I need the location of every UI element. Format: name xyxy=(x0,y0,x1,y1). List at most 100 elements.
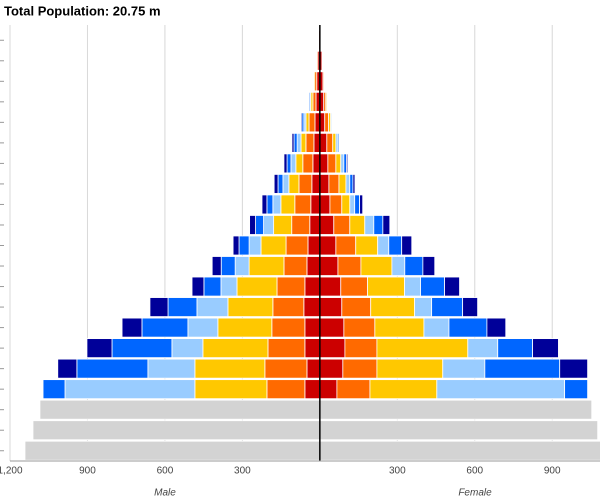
bar-segment xyxy=(86,338,113,359)
bar-segment xyxy=(236,276,278,297)
bar-segment xyxy=(280,194,296,215)
bar-segment xyxy=(283,153,288,174)
bar-segment xyxy=(327,153,337,174)
bar-segment xyxy=(255,215,264,235)
bar-segment xyxy=(335,153,342,174)
x-tick-label: 300 xyxy=(234,466,251,477)
bar-segment xyxy=(238,235,250,256)
bar-segment xyxy=(304,317,321,338)
bar-segment xyxy=(336,379,371,400)
bar-segment xyxy=(288,174,300,194)
bar-segment xyxy=(319,338,346,359)
bar-segment xyxy=(422,256,436,276)
bar-segment xyxy=(24,440,321,461)
x-tick-label: 600 xyxy=(157,466,174,477)
bar-segment xyxy=(300,132,307,153)
bar-segment xyxy=(374,317,425,338)
bar-segment xyxy=(313,132,321,153)
bar-segment xyxy=(291,215,311,235)
bar-segment xyxy=(187,317,219,338)
bar-segment xyxy=(319,440,600,461)
bar-segment xyxy=(404,276,421,297)
bar-segment xyxy=(343,317,376,338)
bar-segment xyxy=(355,235,379,256)
bar-segment xyxy=(308,112,316,133)
bar-segment xyxy=(220,276,238,297)
bar-segment xyxy=(217,317,273,338)
bar-segment xyxy=(319,379,338,400)
bar-segment xyxy=(261,194,268,215)
bar-segment xyxy=(532,338,559,359)
bar-segment xyxy=(319,235,337,256)
bar-segment xyxy=(276,276,306,297)
bar-segment xyxy=(271,317,306,338)
bar-segment xyxy=(304,276,321,297)
bar-segment xyxy=(232,235,240,256)
bar-segment xyxy=(321,50,323,71)
bar-segment xyxy=(293,132,298,153)
bar-segment xyxy=(121,317,143,338)
bar-segment xyxy=(267,338,306,359)
bar-segment xyxy=(191,276,205,297)
bar-segment xyxy=(346,153,349,174)
bar-segment xyxy=(497,338,534,359)
bar-segment xyxy=(307,235,321,256)
bar-segment xyxy=(203,276,222,297)
bar-segment xyxy=(234,256,250,276)
bar-segment xyxy=(340,276,369,297)
bar-segment xyxy=(359,194,364,215)
bar-segment xyxy=(340,153,345,174)
x-tick-label: 900 xyxy=(544,466,561,477)
bar-segment xyxy=(42,379,66,400)
bar-segment xyxy=(310,194,321,215)
bar-segment xyxy=(376,338,469,359)
bar-segment xyxy=(313,71,316,92)
bar-segment xyxy=(328,174,340,194)
bar-segment xyxy=(345,174,351,194)
female-label: Female xyxy=(458,488,492,499)
bar-segment xyxy=(220,256,236,276)
bar-segment xyxy=(329,194,343,215)
bar-segment xyxy=(341,194,351,215)
bar-segment xyxy=(388,235,403,256)
bar-segment xyxy=(352,174,356,194)
bar-segment xyxy=(263,215,275,235)
bar-segment xyxy=(323,71,325,92)
bar-segment xyxy=(311,174,321,194)
bar-segment xyxy=(341,297,372,317)
bar-segment xyxy=(111,338,173,359)
bar-segment xyxy=(319,215,335,235)
bar-segment xyxy=(319,399,593,420)
bar-segment xyxy=(332,132,337,153)
bar-segment xyxy=(286,153,292,174)
male-label: Male xyxy=(154,488,176,499)
bar-segment xyxy=(294,194,312,215)
bar-segment xyxy=(367,276,405,297)
bar-segment xyxy=(414,297,433,317)
x-tick-label: 600 xyxy=(466,466,483,477)
bar-segment xyxy=(32,420,321,441)
bar-segment xyxy=(319,297,343,317)
bar-segment xyxy=(319,194,331,215)
bar-segment xyxy=(369,379,438,400)
bar-segment xyxy=(335,235,357,256)
bar-segment xyxy=(57,358,78,379)
bar-segment xyxy=(338,174,347,194)
bar-segment xyxy=(227,297,274,317)
bar-segment xyxy=(316,50,319,71)
bar-segment xyxy=(149,297,169,317)
bar-segment xyxy=(282,174,290,194)
bar-segment xyxy=(326,132,334,153)
bar-segment xyxy=(308,91,311,112)
bar-segment xyxy=(373,215,384,235)
bar-segment xyxy=(296,132,302,153)
bar-segment xyxy=(306,358,321,379)
bar-segment xyxy=(283,256,308,276)
bar-segment xyxy=(484,358,561,379)
bar-segment xyxy=(342,358,378,379)
bar-segment xyxy=(266,194,274,215)
bar-segment xyxy=(344,338,378,359)
bar-segment xyxy=(319,276,342,297)
bar-segment xyxy=(448,317,488,338)
bar-segment xyxy=(248,235,262,256)
